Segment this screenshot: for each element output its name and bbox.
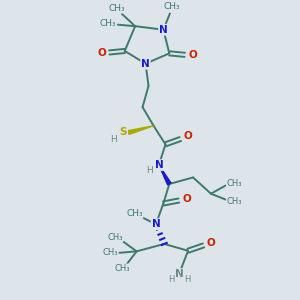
Text: CH₃: CH₃ bbox=[107, 232, 123, 242]
Text: N: N bbox=[152, 219, 160, 229]
Text: CH₃: CH₃ bbox=[108, 4, 125, 13]
Text: O: O bbox=[207, 238, 216, 248]
Text: H: H bbox=[184, 275, 191, 284]
Text: CH₃: CH₃ bbox=[100, 19, 116, 28]
Text: CH₃: CH₃ bbox=[102, 248, 118, 257]
Text: CH₃: CH₃ bbox=[164, 2, 180, 11]
Polygon shape bbox=[159, 165, 171, 185]
Text: O: O bbox=[97, 48, 106, 58]
Text: CH₃: CH₃ bbox=[126, 209, 143, 218]
Text: CH₃: CH₃ bbox=[114, 264, 130, 273]
Polygon shape bbox=[128, 126, 154, 134]
Text: S: S bbox=[119, 127, 127, 137]
Text: O: O bbox=[184, 131, 192, 141]
Text: N: N bbox=[141, 59, 150, 69]
Text: CH₃: CH₃ bbox=[226, 179, 242, 188]
Text: CH₃: CH₃ bbox=[226, 197, 242, 206]
Text: N: N bbox=[175, 269, 184, 279]
Text: O: O bbox=[182, 194, 191, 204]
Text: H: H bbox=[147, 167, 153, 176]
Text: H: H bbox=[169, 275, 175, 284]
Text: O: O bbox=[188, 50, 197, 60]
Text: H: H bbox=[110, 134, 117, 143]
Text: N: N bbox=[154, 160, 163, 170]
Text: N: N bbox=[159, 25, 168, 35]
